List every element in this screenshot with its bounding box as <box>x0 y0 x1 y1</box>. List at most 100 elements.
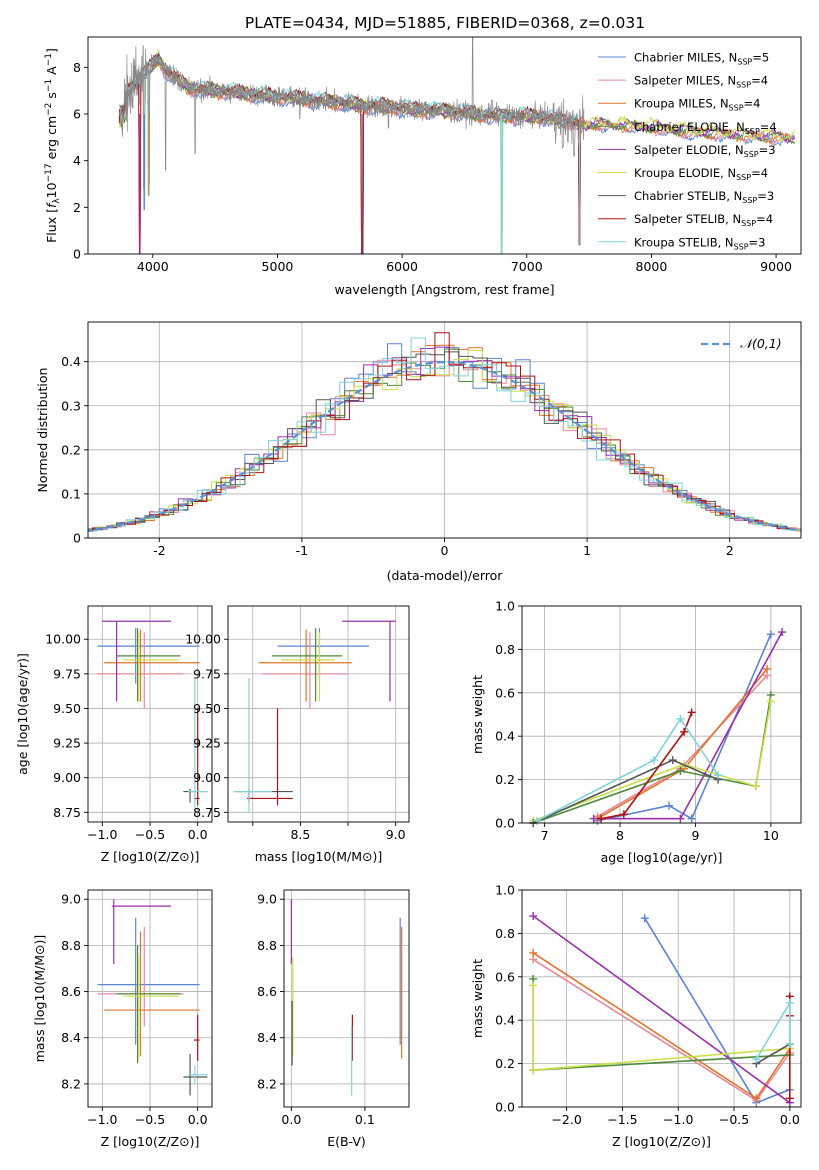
y-tick-label: 9.75 <box>53 666 81 681</box>
y-tick-label: 1.0 <box>495 883 515 898</box>
y-tick-label: 8.2 <box>257 1076 277 1091</box>
axes-residuals: -2 -1 0 1 2 0 0.1 0.2 0.3 0.4 <box>61 321 802 558</box>
x-tick-label: −2.0 <box>551 1112 581 1127</box>
weight-marker-chabrier_miles <box>665 801 674 810</box>
x-tick-label: 5000 <box>262 259 294 274</box>
axes-mass-vs-EBV: 0.0 0.1 8.2 8.4 8.6 8.8 9.0 <box>257 889 410 1127</box>
legend-entry: Salpeter STELIB, NSSP=4 <box>634 212 773 228</box>
plot-area <box>97 899 208 1096</box>
y-tick-label: 8.6 <box>257 984 277 999</box>
plot-area <box>233 620 396 813</box>
weight-marker-salpeter_stelib <box>597 814 606 823</box>
x-tick-label: 8.5 <box>290 827 310 842</box>
gridlines <box>284 890 409 1107</box>
weight-marker-chabrier_elodie <box>676 766 685 775</box>
plot-area <box>529 912 794 1107</box>
frame: -2 -1 0 1 2 0 0.1 0.2 0.3 0.4 <box>61 321 802 558</box>
y-tick-label: 9.75 <box>193 666 221 681</box>
legend-entry: 𝒩(0,1) <box>740 336 782 351</box>
plot-area <box>88 332 801 533</box>
weight-line-kroupa_stelib <box>536 717 719 822</box>
axes-mass-weight-vs-age: 7 8 9 10 0.0 0.2 0.4 0.6 0.8 1.0 <box>495 599 802 843</box>
x-axis-label: Z [log10(Z/Z⊙)] <box>101 1134 200 1149</box>
y-tick-label: 0.4 <box>61 354 81 369</box>
x-tick-label: 9.0 <box>386 827 406 842</box>
y-tick-label: 8.6 <box>61 984 81 999</box>
weight-marker-kroupa_miles <box>752 1094 761 1103</box>
weight-line-salpeter_elodie <box>593 631 783 820</box>
legend-entry: Kroupa STELIB, NSSP=3 <box>634 235 765 251</box>
weight-marker-salpeter_stelib <box>680 727 689 736</box>
y-axis-label: Normed distribution <box>35 368 50 493</box>
weight-line-kroupa_miles <box>597 668 768 820</box>
y-tick-label: 6 <box>73 107 81 122</box>
legend-entry: Salpeter ELODIE, NSSP=3 <box>634 143 776 159</box>
plot-area <box>118 37 795 254</box>
observed-spectrum <box>121 37 585 190</box>
axes-frame <box>227 605 410 823</box>
weight-line-kroupa_stelib <box>755 999 791 1060</box>
y-tick-label: 0.2 <box>495 1056 515 1071</box>
figure-title: PLATE=0434, MJD=51885, FIBERID=0368, z=0… <box>245 14 645 32</box>
y-tick-label: 9.50 <box>53 701 81 716</box>
y-tick-label: 0.2 <box>61 442 81 457</box>
weight-line-chabrier_elodie <box>532 979 790 1071</box>
legend-gaussian: 𝒩(0,1) <box>701 336 782 351</box>
axes-frame <box>521 889 802 1108</box>
x-tick-label: 8 <box>616 828 624 843</box>
y-tick-label: 0.6 <box>495 969 515 984</box>
weight-marker-salpeter_stelib <box>619 810 628 819</box>
frame: 7 8 9 10 0.0 0.2 0.4 0.6 0.8 1.0 <box>495 599 802 843</box>
y-tick-label: 0.8 <box>495 926 515 941</box>
plot-area <box>97 620 208 813</box>
weight-marker-kroupa_stelib <box>676 714 685 723</box>
y-tick-label: 9.00 <box>53 770 81 785</box>
legend-entry: Chabrier STELIB, NSSP=3 <box>634 189 774 205</box>
weight-line-chabrier_stelib <box>755 1043 791 1065</box>
legend-entry: Kroupa ELODIE, NSSP=4 <box>634 166 768 182</box>
axes-age-vs-Z: −1.0 −0.5 0.0 8.75 9.00 9.25 9.50 9.75 10.00 <box>45 605 213 842</box>
y-axis-label: mass weight <box>470 959 485 1038</box>
x-tick-label: 4000 <box>137 259 169 274</box>
weight-marker-kroupa_miles <box>763 664 772 673</box>
gridlines <box>88 890 212 1107</box>
y-tick-label: 8.2 <box>61 1076 81 1091</box>
x-axis-label: E(B-V) <box>327 1134 366 1149</box>
y-tick-label: 9.0 <box>257 892 277 907</box>
x-tick-label: −0.5 <box>135 827 165 842</box>
y-tick-label: 9.00 <box>193 770 221 785</box>
plot-area <box>529 628 787 827</box>
x-axis-label: (data-model)/error <box>387 568 504 583</box>
weight-marker-salpeter_elodie <box>589 814 598 823</box>
legend-entry: Salpeter MILES, NSSP=4 <box>634 74 768 90</box>
weight-line-kroupa_miles <box>532 952 791 1100</box>
y-tick-label: 1.0 <box>495 599 515 614</box>
legend-entry: Chabrier MILES, NSSP=5 <box>634 51 769 67</box>
frame: −1.0 −0.5 0.0 8.75 9.00 9.25 9.50 9.75 10.00 <box>45 605 213 842</box>
weight-line-salpeter_elodie <box>532 915 791 1104</box>
y-tick-label: 10.00 <box>185 632 221 647</box>
x-axis-label: Z [log10(Z/Z⊙)] <box>612 1134 711 1149</box>
y-tick-label: 9.0 <box>61 892 81 907</box>
weight-marker-kroupa_stelib <box>649 756 658 765</box>
y-axis-label: age [log10(age/yr)] <box>15 653 30 775</box>
x-tick-label: 8000 <box>636 259 668 274</box>
x-tick-label: 0.0 <box>281 1112 301 1127</box>
weight-marker-chabrier_miles <box>640 914 649 923</box>
residual-hist-kroupa_miles <box>88 344 801 532</box>
weight-marker-chabrier_miles <box>766 630 775 639</box>
y-tick-label: 8.8 <box>257 938 277 953</box>
x-tick-label: 7 <box>541 828 549 843</box>
weight-marker-salpeter_elodie <box>676 814 685 823</box>
frame: 8.5 9.0 8.75 9.00 9.25 9.50 9.75 10.00 <box>185 605 410 842</box>
weight-line-salpeter_miles <box>597 674 768 818</box>
y-tick-label: 8.4 <box>257 1030 277 1045</box>
y-tick-label: 0.8 <box>495 642 515 657</box>
x-axis-label: mass [log10(M/M⊙)] <box>255 849 383 864</box>
y-tick-label: 0.1 <box>61 486 81 501</box>
frame: −1.0 −0.5 0.0 8.2 8.4 8.6 8.8 9.0 <box>61 889 213 1127</box>
y-axis-label: mass [log10(M/M⊙)] <box>32 935 47 1063</box>
y-tick-label: 8.4 <box>61 1030 81 1045</box>
y-tick-label: 0.4 <box>495 1013 515 1028</box>
